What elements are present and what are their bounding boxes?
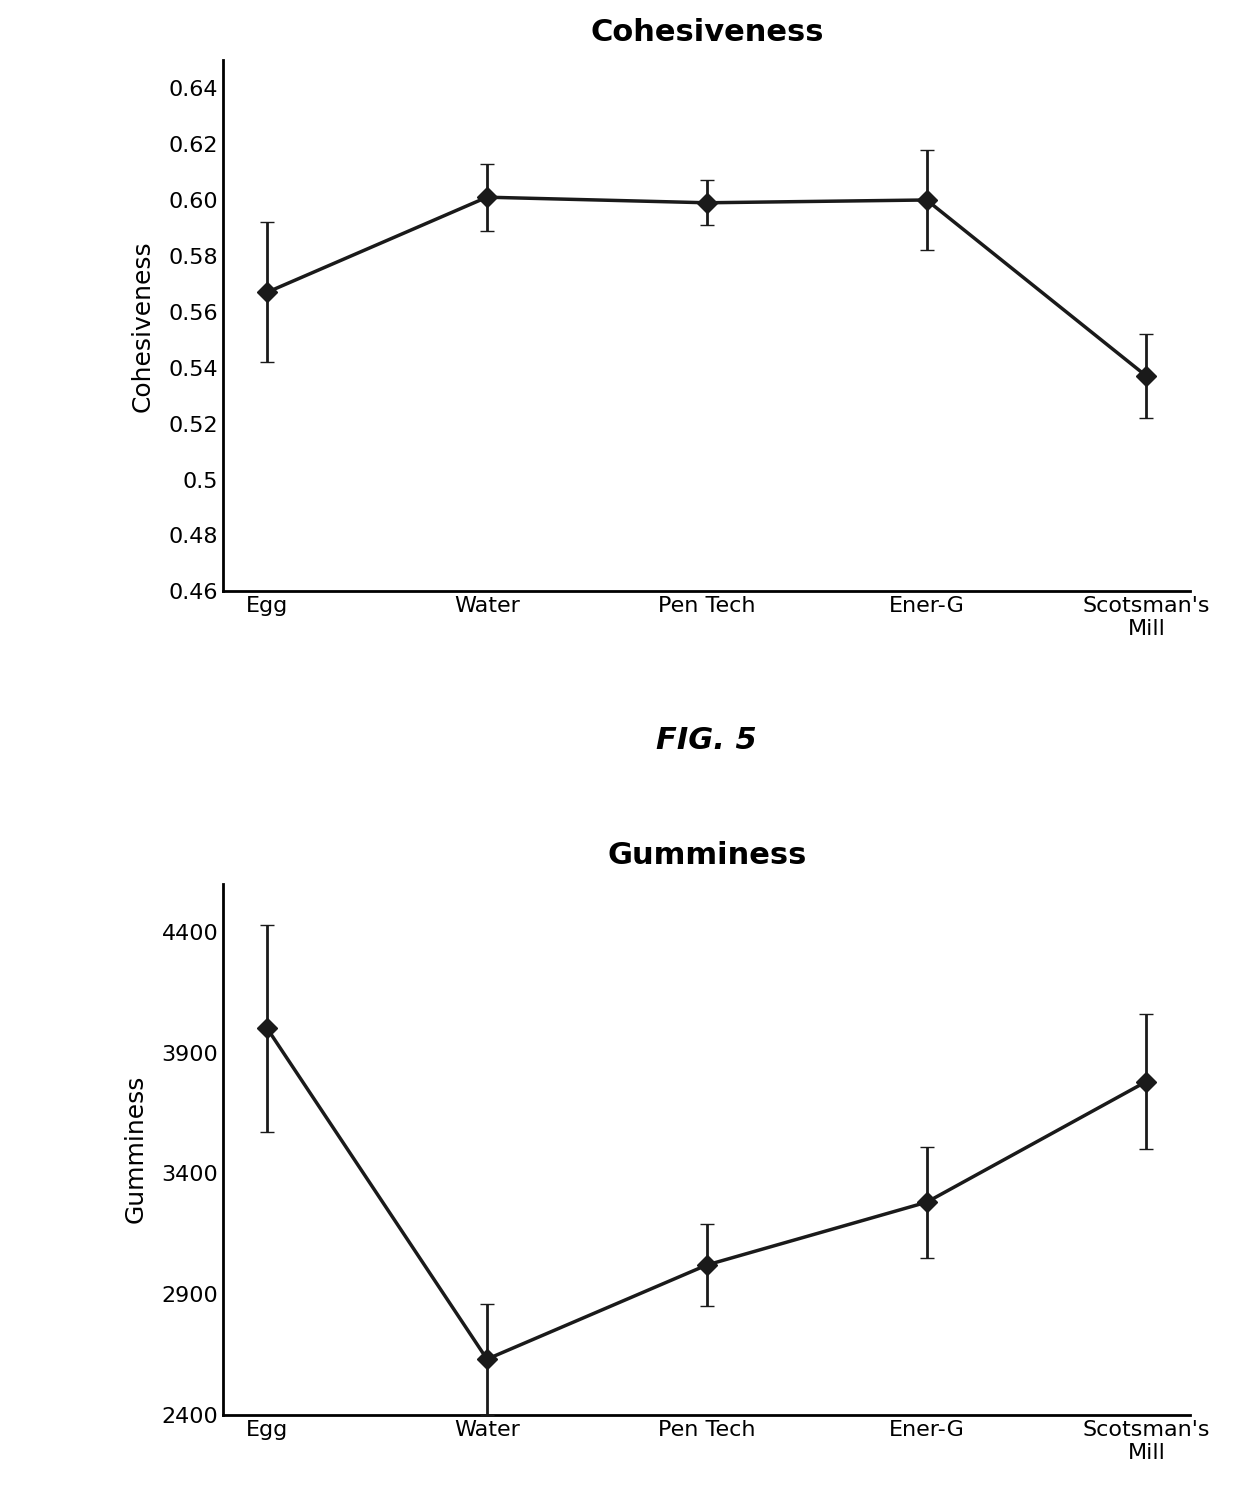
Y-axis label: Cohesiveness: Cohesiveness [131,239,155,411]
Y-axis label: Gumminess: Gumminess [124,1075,148,1224]
Title: Cohesiveness: Cohesiveness [590,18,823,47]
Title: Gumminess: Gumminess [608,841,806,870]
Text: FIG. 5: FIG. 5 [656,725,758,754]
